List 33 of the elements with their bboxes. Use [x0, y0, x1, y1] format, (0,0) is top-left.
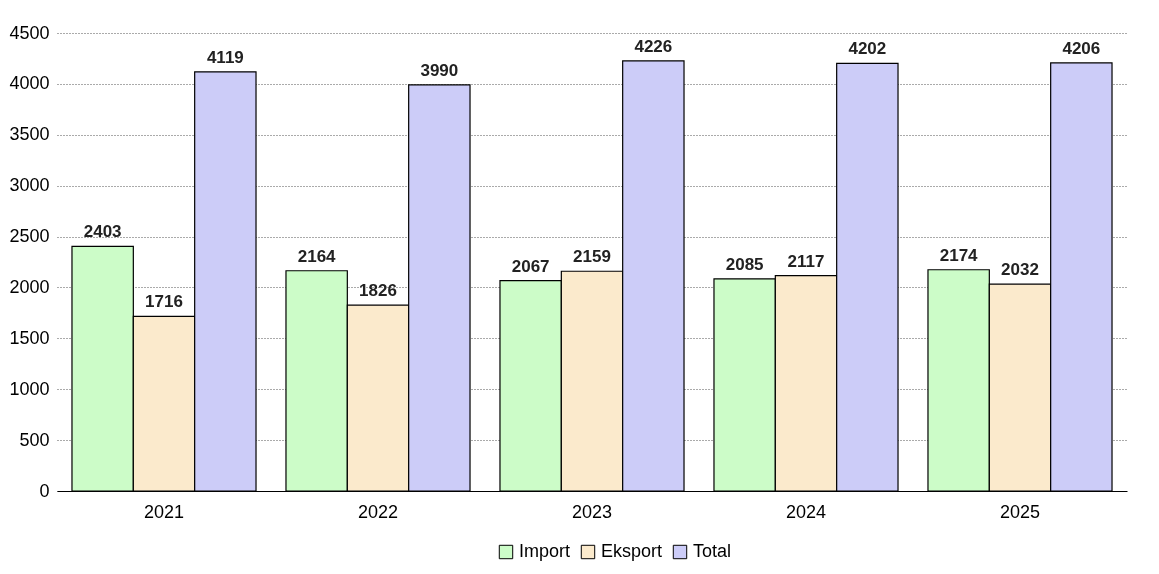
y-tick-label: 3500 — [9, 124, 50, 145]
y-tick-label: 4500 — [9, 22, 50, 43]
x-tick-label: 2021 — [143, 501, 185, 522]
data-label: 4206 — [1062, 38, 1101, 58]
y-tick-label: 2000 — [9, 276, 50, 297]
y-tick-label: 1500 — [9, 327, 50, 348]
legend-label: Eksport — [601, 541, 663, 561]
x-tick-label: 2025 — [999, 501, 1041, 522]
data-label: 2164 — [297, 246, 337, 266]
data-label: 2067 — [511, 256, 550, 276]
data-label: 2085 — [725, 254, 764, 274]
legend-label: Import — [519, 541, 571, 561]
data-label: 2032 — [1001, 260, 1039, 280]
legend-label: Total — [693, 541, 732, 561]
data-label: 2117 — [787, 251, 825, 271]
x-tick-label: 2023 — [571, 501, 613, 522]
data-label: 4202 — [848, 39, 887, 59]
y-tick-label: 4000 — [9, 73, 50, 94]
data-label: 2403 — [83, 222, 122, 242]
y-tick-label: 0 — [39, 480, 50, 501]
x-tick-label: 2022 — [357, 501, 399, 522]
x-tick-label: 2024 — [785, 501, 827, 522]
data-label: 2174 — [939, 245, 979, 265]
data-label: 3990 — [420, 60, 459, 80]
y-tick-label: 1000 — [9, 378, 50, 399]
data-label: 4226 — [634, 36, 673, 56]
y-tick-label: 2500 — [9, 226, 50, 247]
data-label: 4119 — [206, 47, 244, 67]
data-label: 2159 — [573, 247, 611, 267]
y-tick-label: 500 — [19, 429, 50, 450]
data-label: 1716 — [145, 292, 183, 312]
data-label: 1826 — [359, 281, 397, 301]
y-tick-label: 3000 — [9, 175, 50, 196]
